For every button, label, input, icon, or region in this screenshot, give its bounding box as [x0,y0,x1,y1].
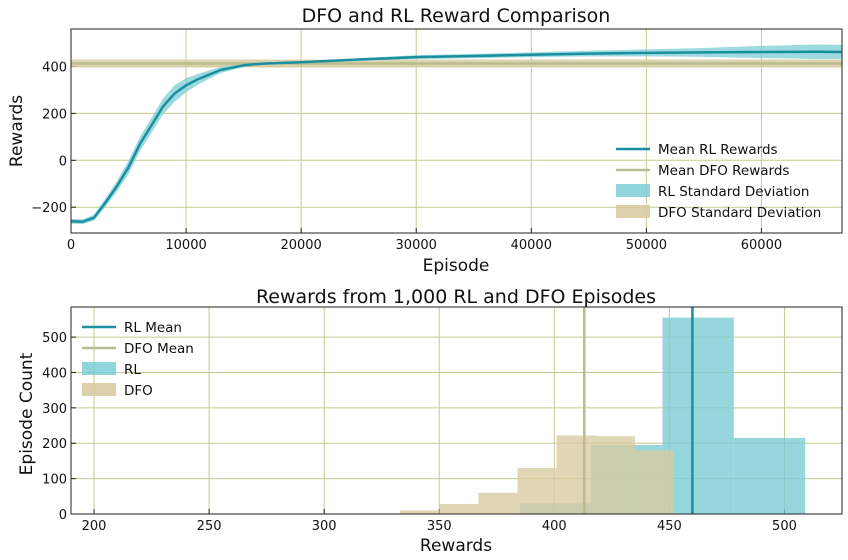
chart2-xlabel: Rewards [420,536,492,556]
chart2-frame [70,306,843,515]
legend-rl-std-label: RL Standard Deviation [658,184,809,200]
chart1-ytick-label: 400 [42,61,67,76]
legend-rl-mean-label: RL Mean [124,320,182,336]
dfo-hist-bar [478,492,518,514]
chart2-xtick-label: 500 [772,519,797,534]
rl-hist-bar [662,317,734,514]
rl-mean-line [71,50,842,223]
chart1-legend: Mean RL Rewards Mean DFO Rewards RL Standa… [616,142,821,221]
chart2-title: Rewards from 1,000 RL and DFO Episodes [256,286,656,308]
legend-rl-label: RL [124,362,141,378]
chart1-xtick-label: 30000 [396,238,437,253]
legend-rl-std-swatch [616,184,650,197]
chart2-xtick-label: 300 [312,519,337,534]
chart2-plot: 200 250 300 350 400 450 500 0 100 200 300 400 500 RL … [42,306,843,534]
chart1-xtick-label: 0 [67,238,75,253]
dfo-hist-bars [360,435,674,514]
chart2-legend: RL Mean DFO Mean RL DFO [82,320,194,399]
chart2-ytick-label: 400 [42,366,67,381]
chart2-ytick-label: 200 [42,437,67,452]
chart2-ytick-label: 100 [42,473,67,488]
legend-dfo-std-label: DFO Standard Deviation [658,205,821,221]
legend-dfo-swatch [82,383,116,396]
dfo-hist-bar [439,504,479,514]
chart1-xtick-label: 10000 [165,238,206,253]
chart2-xtick-label: 250 [197,519,222,534]
chart1-series-group [71,44,842,225]
legend-dfo-label: DFO [124,383,153,399]
chart1-xlabel: Episode [423,256,490,276]
chart2-ytick-label: 500 [42,331,67,346]
legend-rl-swatch [82,362,116,375]
chart1-title: DFO and RL Reward Comparison [302,5,611,27]
chart1-xtick-label: 50000 [626,238,667,253]
rl-hist-bar [733,437,806,514]
chart1-xtick-label: 20000 [280,238,321,253]
chart2-xtick-label: 400 [542,519,567,534]
chart2-ytick-label: 300 [42,402,67,417]
dfo-hist-bar [400,510,440,514]
legend-dfo-std-swatch [616,205,650,218]
chart1-xtick-label: 40000 [511,238,552,253]
chart1-plot: 0 10000 20000 30000 40000 50000 60000 −200 0 200 4… [31,28,843,253]
dfo-hist-bar [595,436,635,514]
chart1-frame [70,28,843,234]
chart1-ytick-label: 0 [59,154,67,169]
dfo-hist-bar [556,435,596,514]
dfo-hist-bar [634,450,674,514]
chart2-ylabel: Episode Count [17,352,37,475]
legend-dfo-mean-label: Mean DFO Rewards [658,163,789,179]
legend-dfo-mean-label: DFO Mean [124,341,194,357]
chart1-ytick-label: 200 [42,107,67,122]
chart1-ytick-label: −200 [31,201,67,216]
dfo-hist-bar [517,468,557,514]
chart2-xtick-label: 350 [427,519,452,534]
chart2-xtick-label: 200 [82,519,107,534]
chart2-ytick-label: 0 [59,508,67,523]
chart2-xtick-label: 450 [657,519,682,534]
chart1-xtick-label: 60000 [741,238,782,253]
legend-rl-mean-label: Mean RL Rewards [658,142,778,158]
chart1-ylabel: Rewards [7,95,27,167]
